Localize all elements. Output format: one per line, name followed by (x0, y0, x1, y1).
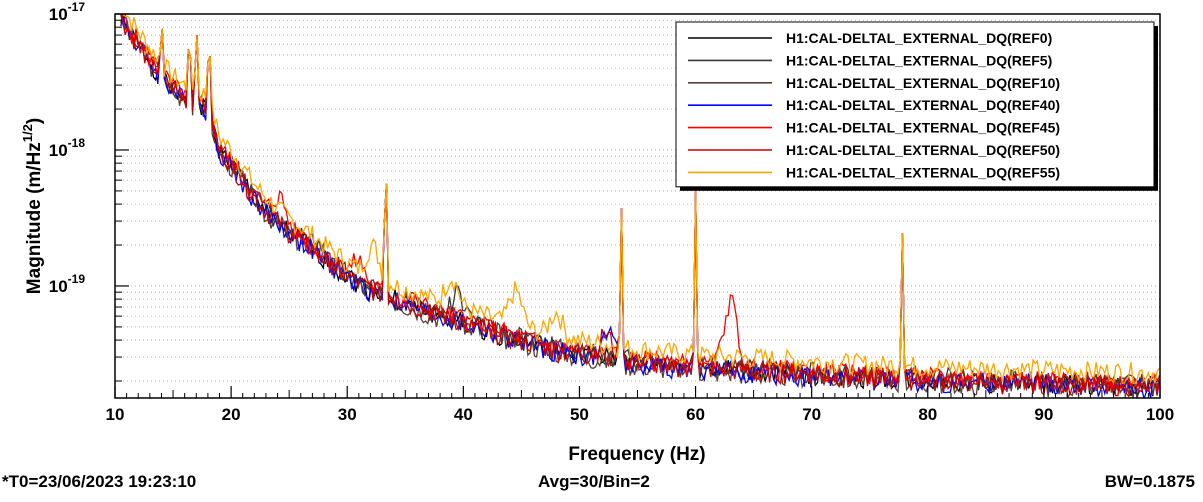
legend-label: H1:CAL-DELTAL_EXTERNAL_DQ(REF10) (786, 75, 1060, 91)
series-line (120, 14, 1160, 398)
y-tick-label: 10-18 (49, 136, 86, 160)
legend-label: H1:CAL-DELTAL_EXTERNAL_DQ(REF0) (786, 30, 1052, 46)
footer-t0: *T0=23/06/2023 19:23:10 (2, 472, 197, 491)
legend-label: H1:CAL-DELTAL_EXTERNAL_DQ(REF5) (786, 52, 1052, 68)
x-tick-label: 90 (1034, 405, 1053, 424)
x-axis-title: Frequency (Hz) (568, 444, 705, 465)
y-axis-title-main: Magnitude (m/Hz (24, 142, 45, 294)
x-tick-label: 80 (918, 405, 937, 424)
x-tick-label: 40 (454, 405, 473, 424)
x-tick-label: 100 (1146, 405, 1174, 424)
legend-label: H1:CAL-DELTAL_EXTERNAL_DQ(REF55) (786, 164, 1060, 180)
legend-label: H1:CAL-DELTAL_EXTERNAL_DQ(REF50) (786, 142, 1060, 158)
x-tick-label: 20 (222, 405, 241, 424)
y-tick-exponent: -19 (68, 272, 86, 286)
series-line (122, 14, 1160, 385)
footer-avg: Avg=30/Bin=2 (538, 472, 650, 491)
x-tick-label: 70 (802, 405, 821, 424)
x-tick-label: 50 (570, 405, 589, 424)
x-tick-label: 30 (338, 405, 357, 424)
y-tick-label: 10-17 (49, 0, 86, 24)
y-axis-title: Magnitude (m/Hz1/2) (20, 118, 45, 294)
y-tick-label: 10-19 (49, 272, 86, 296)
legend-label: H1:CAL-DELTAL_EXTERNAL_DQ(REF45) (786, 120, 1060, 136)
y-tick-exponent: -18 (68, 136, 86, 150)
legend-label: H1:CAL-DELTAL_EXTERNAL_DQ(REF40) (786, 97, 1060, 113)
y-axis-title-exp: 1/2 (20, 124, 35, 142)
y-axis-title-close: ) (24, 118, 45, 124)
spectrum-chart: 10 20 30 40 50 60 70 80 90 100 10-17 10-18 10-19 H1:… (20, 0, 1174, 465)
footer-bw: BW=0.1875 (1104, 472, 1195, 491)
series-group (120, 14, 1160, 398)
x-tick-label: 10 (106, 405, 125, 424)
y-tick-exponent: -17 (68, 0, 86, 14)
legend: H1:CAL-DELTAL_EXTERNAL_DQ(REF0) H1:CAL-DE… (675, 21, 1158, 191)
x-tick-label: 60 (686, 405, 705, 424)
